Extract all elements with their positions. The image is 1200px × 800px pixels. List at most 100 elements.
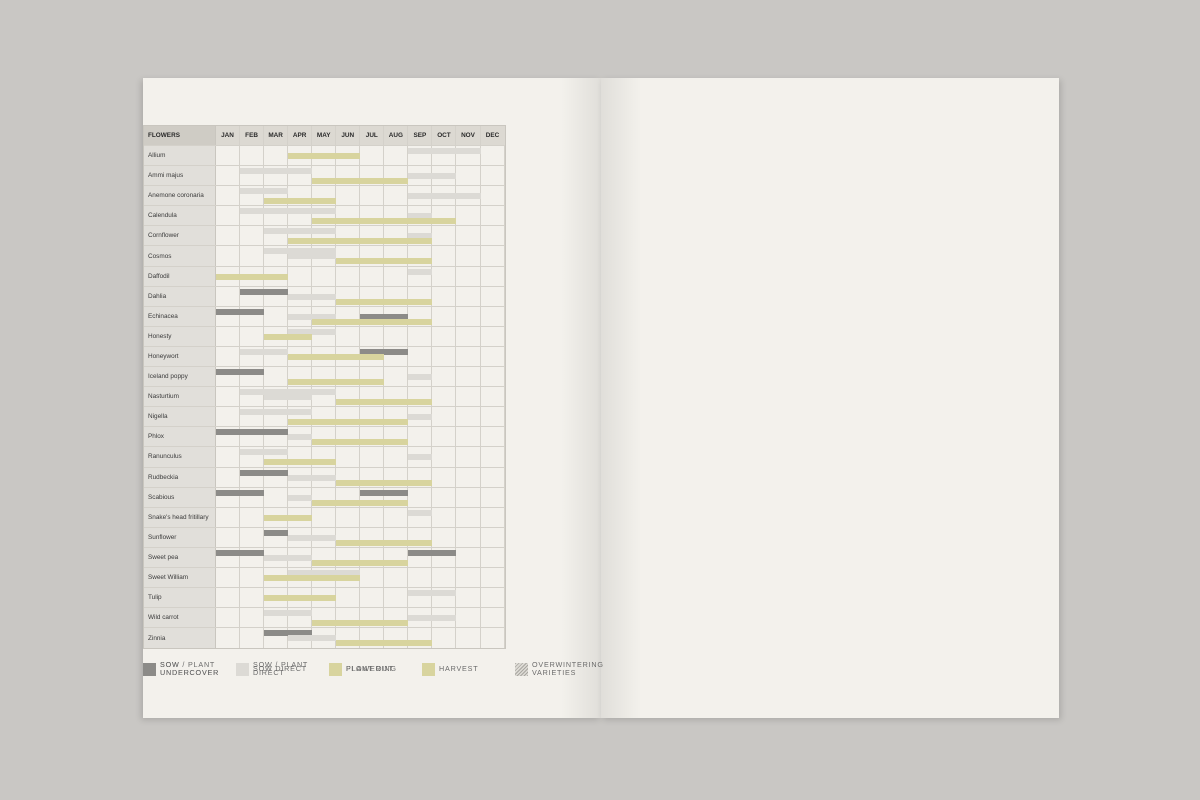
month-cell	[408, 467, 433, 487]
month-cell	[408, 608, 433, 628]
flower-row: Phlox	[144, 427, 505, 448]
month-header-jun: JUN	[336, 126, 361, 145]
month-cell	[264, 186, 289, 206]
month-cell	[384, 326, 409, 346]
month-cell	[408, 226, 433, 246]
month-cell	[360, 507, 385, 527]
month-cell	[456, 226, 481, 246]
month-cell	[288, 206, 313, 226]
flower-row: Ammi majus	[144, 166, 505, 187]
month-cell	[480, 186, 505, 206]
month-cell	[288, 246, 313, 266]
book-spread: VEGETABLESJANFEBMARAPRMAYJUNJULAUGSEPOCT…	[143, 78, 1059, 718]
month-cell	[456, 527, 481, 547]
month-cell	[480, 547, 505, 567]
month-cell	[360, 588, 385, 608]
month-cell	[384, 608, 409, 628]
legend-label-overwinter: OVERWINTERING VARIETIES	[532, 660, 604, 677]
flower-name: Honeywort	[144, 346, 216, 367]
month-cell	[312, 608, 337, 628]
month-cell	[456, 427, 481, 447]
month-cell	[312, 326, 337, 346]
month-cell	[456, 367, 481, 387]
month-cell	[480, 567, 505, 588]
legend-label-sow-under: SOW UNDERCOVER	[160, 660, 220, 677]
month-cell	[216, 367, 241, 387]
month-cell	[312, 146, 337, 166]
month-cell	[288, 608, 313, 628]
flower-name: Snake's head fritillary	[144, 507, 216, 527]
month-cell	[432, 186, 457, 206]
month-cell	[384, 206, 409, 226]
month-cell	[432, 226, 457, 246]
month-cell	[408, 306, 433, 326]
month-cell	[312, 266, 337, 286]
month-cell	[432, 266, 457, 286]
month-cell	[384, 346, 409, 367]
month-cell	[264, 326, 289, 346]
month-cell	[360, 186, 385, 206]
legend-item-overwinter: OVERWINTERING VARIETIES	[515, 660, 604, 677]
flower-row: Snake's head fritillary	[144, 507, 505, 528]
month-cell	[264, 588, 289, 608]
month-cell	[240, 487, 265, 507]
month-cell	[240, 527, 265, 547]
month-cell	[312, 166, 337, 186]
month-cell	[240, 628, 265, 649]
flower-name: Cosmos	[144, 246, 216, 266]
month-cell	[432, 407, 457, 427]
month-cell	[384, 166, 409, 186]
legend-label-harvest: HARVEST	[439, 664, 479, 673]
month-cell	[336, 487, 361, 507]
month-cell	[384, 266, 409, 286]
month-cell	[384, 407, 409, 427]
month-cell	[480, 407, 505, 427]
flower-name: Dahlia	[144, 286, 216, 306]
month-cell	[408, 367, 433, 387]
flower-row: Wild carrot	[144, 608, 505, 629]
month-cell	[432, 286, 457, 306]
month-cell	[288, 326, 313, 346]
month-cell	[264, 608, 289, 628]
month-cell	[288, 527, 313, 547]
flower-row: Sweet William	[144, 567, 505, 589]
month-cell	[288, 226, 313, 246]
month-cell	[288, 487, 313, 507]
month-cell	[432, 427, 457, 447]
month-cell	[312, 346, 337, 367]
month-cell	[408, 527, 433, 547]
month-cell	[408, 206, 433, 226]
month-cell	[216, 286, 241, 306]
month-cell	[456, 628, 481, 649]
month-cell	[384, 186, 409, 206]
month-cell	[480, 387, 505, 407]
month-cell	[336, 427, 361, 447]
month-cell	[264, 447, 289, 467]
month-cell	[264, 346, 289, 367]
month-cell	[480, 206, 505, 226]
flower-row: Echinacea	[144, 306, 505, 327]
month-cell	[240, 346, 265, 367]
month-cell	[240, 507, 265, 527]
legend-swatch-overwinter	[515, 662, 528, 676]
month-cell	[408, 628, 433, 649]
legend-label-sow-direct: SOW DIRECT	[253, 664, 307, 673]
month-cell	[240, 286, 265, 306]
month-cell	[432, 246, 457, 266]
month-cell	[456, 166, 481, 186]
month-cell	[432, 447, 457, 467]
month-cell	[336, 166, 361, 186]
month-cell	[360, 326, 385, 346]
month-cell	[312, 186, 337, 206]
month-cell	[456, 547, 481, 567]
month-header-dec: DEC	[480, 126, 505, 145]
month-cell	[216, 547, 241, 567]
month-cell	[264, 507, 289, 527]
month-cell	[216, 608, 241, 628]
month-cell	[240, 447, 265, 467]
month-cell	[216, 346, 241, 367]
month-cell	[456, 407, 481, 427]
month-cell	[408, 326, 433, 346]
month-cell	[216, 567, 241, 588]
month-cell	[312, 628, 337, 649]
